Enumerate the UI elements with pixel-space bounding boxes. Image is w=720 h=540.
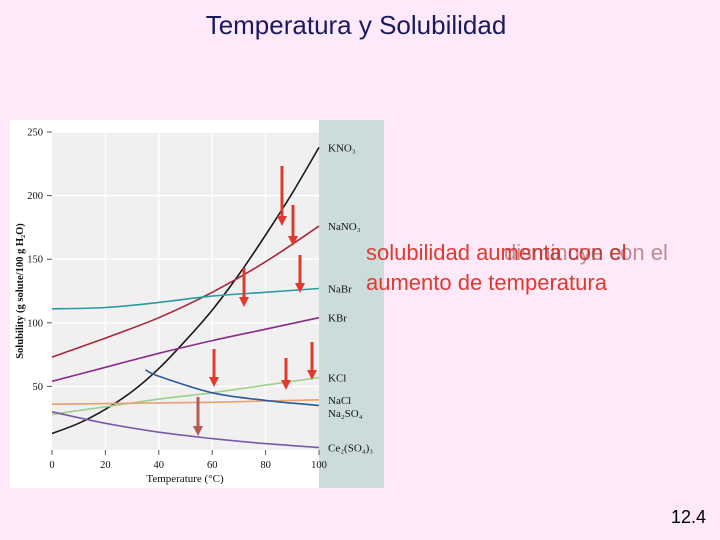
series-line (51, 287, 320, 310)
series-line (51, 376, 320, 416)
series-label: KNO₃ (328, 142, 356, 154)
x-axis-label: Temperature (°C) (146, 473, 224, 485)
series-line (51, 225, 320, 358)
series-label: NaCl (328, 395, 351, 407)
series-line (51, 411, 320, 449)
axis-ticks: 50 100 150 200 250 0 20 40 60 80 100 (27, 128, 327, 472)
series-label: NaBr (328, 283, 352, 295)
x-tick-label: 40 (154, 460, 165, 471)
y-tick-label: 150 (27, 255, 43, 266)
x-tick-label: 60 (207, 460, 218, 471)
overlay-ghost-text: disminuye con el (504, 240, 668, 265)
slide-title: Temperatura y Solubilidad (205, 10, 507, 40)
x-tick-label: 0 (49, 460, 54, 471)
series-label: NaNO₃ (328, 221, 361, 233)
y-tick-label: 100 (27, 318, 43, 329)
series-lines (51, 146, 320, 449)
grid (52, 131, 319, 450)
series-label: Ce₂(SO₄)₃ (328, 442, 373, 454)
series-line (51, 146, 320, 435)
series-line (51, 316, 320, 383)
overlay-statement: solubilidad aumenta con el aumento de te… (366, 238, 668, 298)
overlay-line-2: aumento de temperatura (366, 270, 607, 295)
legend-strip (319, 120, 384, 488)
y-axis-label: Solubility (g solute/100 g H₂O) (15, 223, 26, 359)
series-label: KCl (328, 372, 346, 384)
solubility-chart: 50 100 150 200 250 0 20 40 60 80 100 KNO₃ NaNO₃ NaBr… (10, 120, 384, 488)
slide-number: 12.4 (670, 507, 706, 527)
x-tick-label: 80 (260, 460, 271, 471)
series-label: Na₂SO₄ (328, 408, 363, 420)
series-line (145, 369, 320, 407)
y-tick-label: 50 (33, 382, 44, 393)
y-tick-label: 200 (27, 191, 43, 202)
chart-svg: 50 100 150 200 250 0 20 40 60 80 100 KNO₃ NaNO₃ NaBr… (15, 120, 384, 488)
x-tick-label: 20 (100, 460, 111, 471)
y-tick-label: 250 (27, 128, 43, 139)
x-tick-label: 100 (311, 460, 327, 471)
series-label: KBr (328, 313, 347, 325)
overlay-line-1: solubilidad aumenta con el (366, 240, 627, 265)
